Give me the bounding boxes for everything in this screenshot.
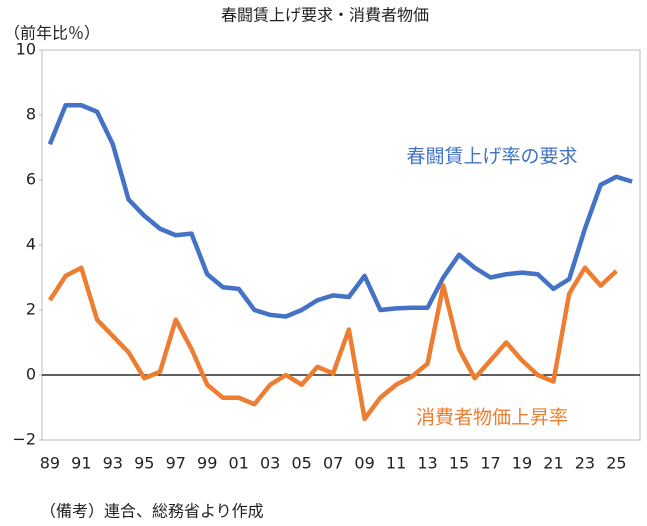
series-line: [47, 265, 618, 422]
x-tick-label: 89: [40, 454, 60, 473]
y-axis-label: （前年比％）: [4, 24, 100, 43]
x-tick-label: 17: [480, 454, 500, 473]
x-tick-label: 01: [229, 454, 249, 473]
y-tick-label: 8: [26, 105, 36, 124]
y-tick-label: 10: [16, 40, 36, 59]
x-tick-label: 21: [543, 454, 563, 473]
x-tick-label: 13: [417, 454, 437, 473]
x-tick-label: 23: [575, 454, 595, 473]
chart-title: 春闘賃上げ要求・消費者物価: [221, 6, 429, 25]
y-tick-label: 4: [26, 235, 36, 254]
x-tick-label: 97: [166, 454, 186, 473]
x-tick-label: 15: [449, 454, 469, 473]
x-tick-label: 09: [354, 454, 374, 473]
x-tick-label: 99: [197, 454, 217, 473]
x-tick-label: 91: [71, 454, 91, 473]
x-tick-label: 93: [103, 454, 123, 473]
series-label: 消費者物価上昇率: [416, 407, 568, 429]
y-tick-label: −2: [12, 430, 36, 449]
source-note: （備考）連合、総務省より作成: [40, 502, 264, 521]
x-tick-label: 05: [291, 454, 311, 473]
x-tick-label: 07: [323, 454, 343, 473]
y-tick-label: 6: [26, 170, 36, 189]
x-tick-label: 11: [386, 454, 406, 473]
y-tick-label: 2: [26, 300, 36, 319]
x-tick-label: 25: [606, 454, 626, 473]
x-tick-label: 19: [512, 454, 532, 473]
series-line: [47, 103, 633, 319]
x-tick-label: 95: [134, 454, 154, 473]
series-label: 春闘賃上げ率の要求: [406, 146, 577, 168]
y-tick-label: 0: [26, 365, 36, 384]
x-tick-label: 03: [260, 454, 280, 473]
